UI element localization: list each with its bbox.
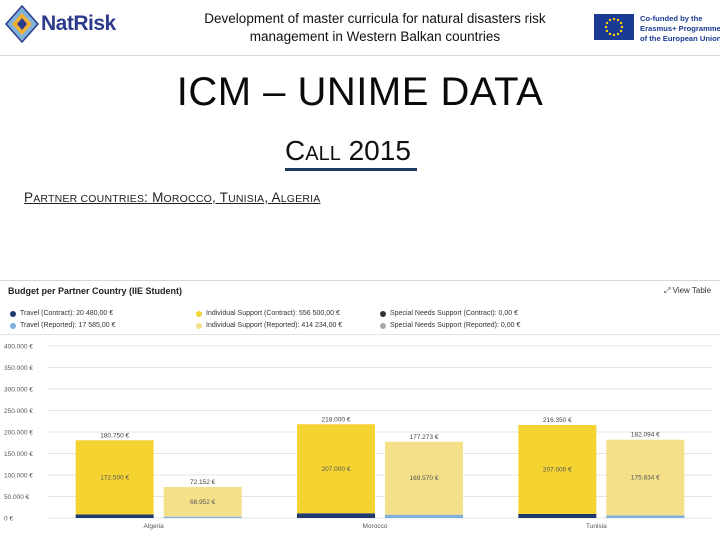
call-initial: C — [285, 135, 306, 166]
bar-total-label: 216.350 € — [543, 417, 572, 424]
country-tunisia-rest: UNISIA — [228, 193, 265, 205]
bar-individual-reported — [385, 441, 463, 515]
bar-individual-reported — [606, 439, 685, 516]
bar-individual-contract — [75, 440, 154, 515]
y-tick-label: 350.000 € — [4, 365, 33, 372]
call-year: 2015 — [348, 135, 411, 166]
bar-inner-label: 207.000 € — [543, 466, 572, 473]
bar-inner-label: 172.500 € — [100, 474, 129, 481]
header-divider — [0, 55, 720, 56]
bar-travel-contract — [518, 513, 597, 518]
legend-dot-icon — [380, 322, 386, 329]
bar-inner-label: 68.952 € — [190, 499, 216, 506]
legend-dot-icon — [380, 310, 386, 317]
legend-label: Special Needs Support (Contract): 0,00 € — [390, 310, 519, 317]
budget-bar-chart: 0 € 50.000 € 100.000 € 150.000 € 200.000 € 25… — [4, 344, 712, 530]
call-year-heading: CALL 2015 — [285, 135, 411, 167]
logo-text: NatRisk — [41, 12, 116, 35]
legend-label: Individual Support (Contract): 556 500,0… — [206, 310, 340, 317]
eu-line-3: of the European Union — [640, 34, 720, 43]
y-tick-label: 150.000 € — [4, 451, 33, 458]
y-tick-label: 400.000 € — [4, 344, 33, 351]
bar-total-label: 72.152 € — [190, 479, 216, 486]
y-tick-label: 250.000 € — [4, 408, 33, 415]
partners-rest: ARTNER COUNTRIES — [33, 193, 145, 205]
y-tick-label: 100.000 € — [4, 473, 33, 480]
bar-individual-contract — [518, 424, 597, 514]
eu-line-2: Erasmus+ Programme — [640, 24, 720, 33]
bar-individual-contract — [297, 424, 375, 514]
project-subtitle: Development of master curricula for natu… — [180, 10, 570, 46]
view-table-link[interactable]: ⤢ View Table — [664, 286, 712, 295]
bar-travel-reported — [606, 515, 685, 518]
eu-cofunding-text: Co-funded by the Erasmus+ Programme of t… — [640, 14, 720, 44]
natrisk-logo: NatRisk — [5, 4, 117, 44]
partners-initial: P — [24, 190, 34, 205]
call-rest: ALL — [305, 143, 341, 165]
legend-travel-contract[interactable]: Travel (Contract): 20 480,00 € — [10, 310, 113, 317]
eu-line-1: Co-funded by the — [640, 14, 703, 23]
bar-inner-label: 207.000 € — [322, 466, 351, 473]
y-tick-label: 300.000 € — [4, 387, 33, 394]
y-tick-label: 50.000 € — [4, 494, 30, 501]
legend-special-contract[interactable]: Special Needs Support (Contract): 0,00 € — [380, 310, 518, 317]
x-category-label: Algeria — [144, 523, 165, 530]
view-table-label: View Table — [672, 286, 712, 295]
legend-dot-icon — [196, 322, 202, 329]
x-category-label: Tunisia — [586, 523, 607, 530]
legend-individual-contract[interactable]: Individual Support (Contract): 556 500,0… — [196, 310, 340, 317]
bar-total-label: 218.000 € — [322, 416, 351, 423]
country-algeria-initial: A — [271, 190, 281, 205]
legend-dot-icon — [10, 322, 16, 329]
bar-individual-reported — [163, 486, 242, 517]
legend-label: Individual Support (Reported): 414 234,0… — [206, 322, 343, 329]
y-tick-label: 200.000 € — [4, 430, 33, 437]
partners-sep-1: : — [144, 190, 153, 205]
legend-label: Travel (Contract): 20 480,00 € — [20, 310, 114, 317]
partner-countries-line: PARTNER COUNTRIES: MOROCCO, TUNISIA, ALG… — [24, 190, 320, 205]
bar-total-label: 182.094 € — [631, 432, 660, 439]
subtitle-line-2: management in Western Balkan countries — [249, 29, 501, 44]
country-algeria-rest: LGERIA — [280, 193, 321, 205]
natrisk-logo-mark-icon — [5, 5, 39, 43]
country-tunisia-initial: T — [219, 190, 229, 205]
legend-divider — [0, 334, 720, 335]
partners-sep-3: , — [264, 190, 272, 205]
bar-travel-contract — [75, 514, 154, 518]
slide-title: ICM – UNIME DATA — [176, 70, 544, 114]
subtitle-line-1: Development of master curricula for natu… — [204, 11, 546, 26]
legend-label: Special Needs Support (Reported): 0,00 € — [390, 322, 521, 329]
bar-travel-reported — [385, 514, 463, 518]
bar-travel-contract — [297, 513, 375, 518]
bar-travel-reported — [163, 516, 242, 518]
call-underline — [285, 168, 417, 171]
bar-total-label: 180.750 € — [100, 432, 129, 439]
bar-inner-label: 175.834 € — [631, 475, 660, 482]
country-morocco-rest: OROCCO — [163, 193, 212, 205]
eu-flag-icon — [594, 14, 634, 40]
chart-heading: Budget per Partner Country (IIE Student) — [8, 286, 183, 296]
partners-sep-2: , — [211, 190, 220, 205]
eu-cofunding-logo: Co-funded by the Erasmus+ Programme of t… — [594, 14, 720, 44]
legend-label: Travel (Reported): 17 585,00 € — [20, 322, 116, 329]
bar-total-label: 177.273 € — [410, 434, 439, 441]
legend-dot-icon — [10, 310, 16, 317]
bar-inner-label: 169.570 € — [410, 475, 439, 482]
legend-special-reported[interactable]: Special Needs Support (Reported): 0,00 € — [380, 322, 520, 329]
legend-dot-icon — [196, 310, 202, 317]
x-category-label: Morocco — [363, 523, 388, 530]
legend-travel-reported[interactable]: Travel (Reported): 17 585,00 € — [10, 322, 115, 329]
country-morocco-initial: M — [152, 190, 164, 205]
y-tick-label: 0 € — [4, 516, 13, 523]
legend-individual-reported[interactable]: Individual Support (Reported): 414 234,0… — [196, 322, 342, 329]
